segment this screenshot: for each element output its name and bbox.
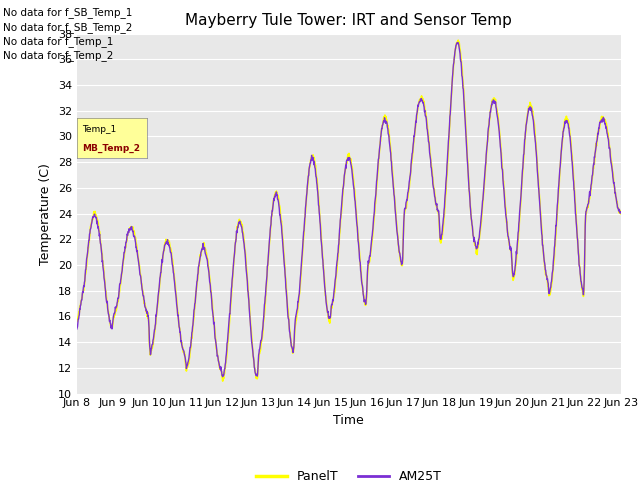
Text: No data for f_SB_Temp_2: No data for f_SB_Temp_2 [3,22,132,33]
Legend: PanelT, AM25T: PanelT, AM25T [251,465,447,480]
X-axis label: Time: Time [333,414,364,427]
Text: No data for f_Temp_2: No data for f_Temp_2 [3,50,113,61]
Y-axis label: Temperature (C): Temperature (C) [39,163,52,264]
Text: No data for f_Temp_1: No data for f_Temp_1 [3,36,113,47]
Title: Mayberry Tule Tower: IRT and Sensor Temp: Mayberry Tule Tower: IRT and Sensor Temp [186,13,512,28]
Text: No data for f_SB_Temp_1: No data for f_SB_Temp_1 [3,7,132,18]
Text: Temp_1: Temp_1 [83,124,116,133]
Text: MB_Temp_2: MB_Temp_2 [83,144,140,153]
